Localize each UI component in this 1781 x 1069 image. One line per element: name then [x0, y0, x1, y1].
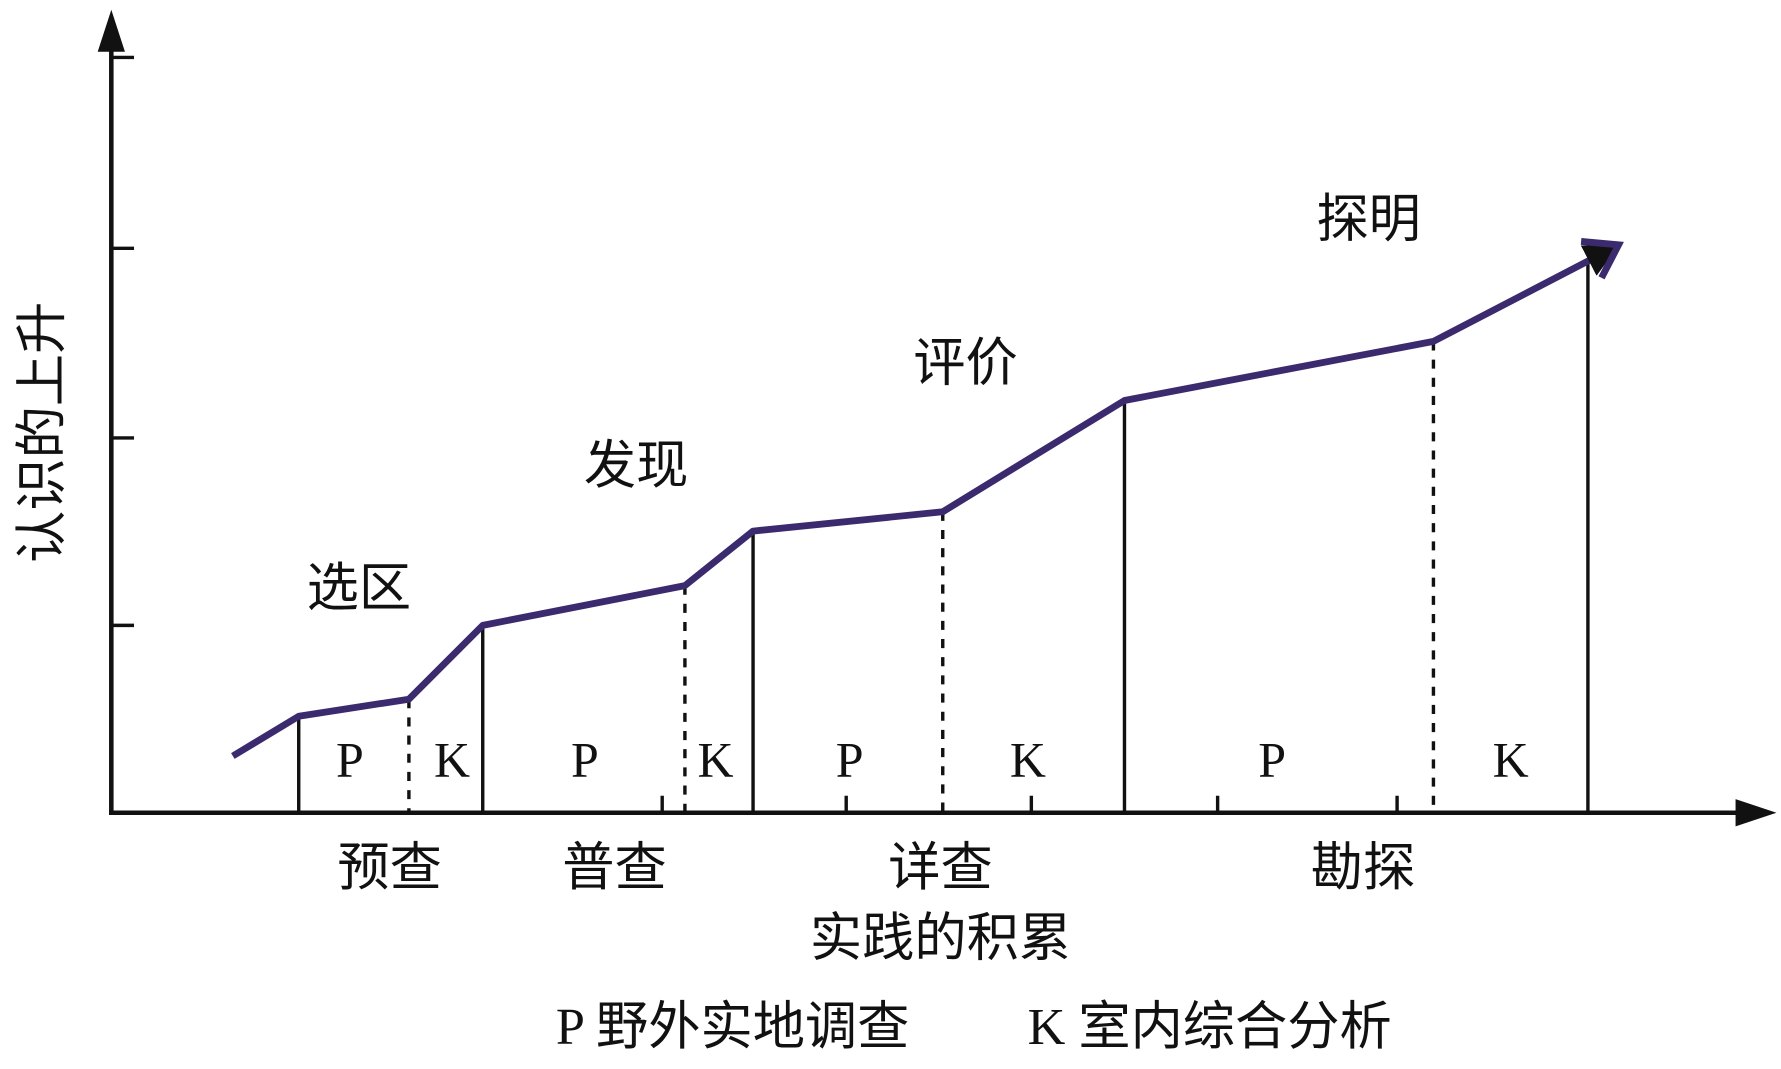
phase-label: 预查 — [337, 839, 441, 897]
segment-label: P — [1258, 732, 1286, 788]
segment-label: P — [336, 732, 364, 788]
legend-item: K 室内综合分析 — [1028, 998, 1392, 1056]
legend-item: P 野外实地调查 — [556, 998, 910, 1056]
cognition-curve — [231, 244, 1619, 759]
stage-label: 选区 — [307, 560, 411, 618]
segment-label: P — [836, 732, 864, 788]
segment-label: P — [571, 732, 599, 788]
x-ticks — [660, 795, 1399, 813]
x-label: 实践的积累 — [810, 909, 1071, 967]
segment-label: K — [1010, 732, 1046, 788]
y-ticks — [111, 55, 135, 628]
phase-label: 详查 — [888, 839, 992, 897]
stage-label: 评价 — [913, 335, 1017, 393]
segment-label: K — [698, 732, 734, 788]
segment-label: K — [434, 732, 470, 788]
segment-label: K — [1493, 732, 1529, 788]
phase-label: 勘探 — [1311, 839, 1415, 897]
y-label: 认识的上升 — [14, 302, 72, 563]
stage-label: 探明 — [1316, 190, 1420, 248]
phase-label: 普查 — [562, 839, 666, 897]
axes — [97, 9, 1777, 827]
stage-label: 发现 — [584, 437, 688, 495]
y-arrow — [97, 9, 125, 52]
dividers — [297, 259, 1590, 813]
x-arrow — [1735, 799, 1777, 827]
curve-arrow — [1580, 238, 1624, 280]
